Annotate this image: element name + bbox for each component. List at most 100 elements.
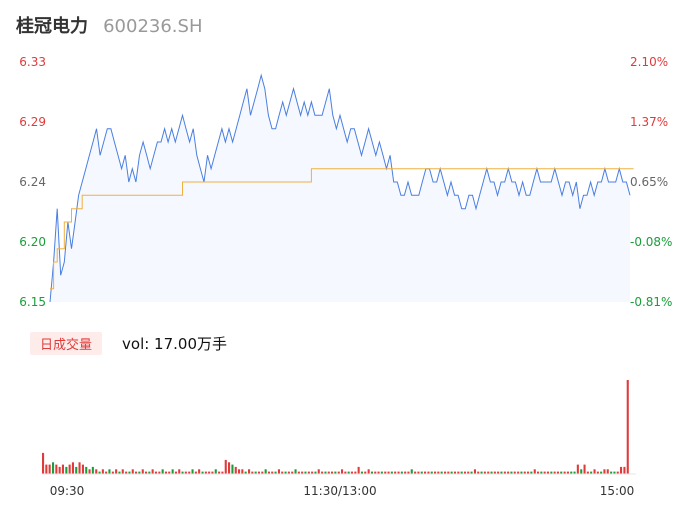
volume-bar — [52, 462, 55, 475]
volume-bar — [231, 464, 234, 474]
volume-bar — [128, 471, 131, 474]
volume-bar — [483, 471, 486, 474]
left-tick-label: 6.29 — [19, 115, 46, 129]
volume-bar — [65, 466, 68, 474]
volume-bar — [437, 471, 440, 474]
volume-bar — [513, 471, 516, 474]
volume-bar — [164, 471, 167, 474]
volume-bar — [58, 466, 61, 474]
volume-bar — [327, 471, 330, 474]
volume-bar — [188, 471, 191, 474]
volume-header: 日成交量 vol: 17.00万手 — [30, 331, 228, 355]
volume-bar — [85, 466, 88, 474]
volume-bar — [500, 471, 503, 474]
volume-bar — [284, 471, 287, 474]
volume-bar — [610, 471, 613, 474]
volume-bar — [533, 469, 536, 474]
volume-bar — [111, 471, 114, 474]
volume-bar — [311, 471, 314, 474]
volume-bar — [45, 464, 48, 474]
stock-header: 桂冠电力 600236.SH — [16, 12, 203, 40]
volume-bar — [364, 471, 367, 474]
price-area — [50, 75, 630, 302]
volume-bar — [331, 471, 334, 474]
volume-bar — [254, 471, 257, 474]
volume-bar — [91, 466, 94, 474]
volume-bar — [294, 469, 297, 474]
right-tick-label: 1.37% — [630, 115, 668, 129]
volume-bar — [251, 471, 254, 474]
volume-bar — [370, 471, 373, 474]
right-tick-label: 2.10% — [630, 55, 668, 69]
volume-bar — [410, 469, 413, 474]
volume-bar — [198, 469, 201, 474]
right-percent-axis: 2.10% 1.37% 0.65% -0.08% -0.81% — [630, 55, 672, 309]
volume-bar — [261, 471, 264, 474]
volume-bar — [228, 462, 231, 475]
volume-bar — [603, 469, 606, 474]
volume-bar — [148, 471, 151, 474]
volume-bar — [347, 471, 350, 474]
volume-bar — [590, 471, 593, 474]
volume-bar — [367, 469, 370, 474]
volume-bar — [221, 471, 224, 474]
volume-bar — [194, 471, 197, 474]
volume-bar — [360, 471, 363, 474]
volume-bar — [271, 471, 274, 474]
volume-bar — [248, 469, 251, 474]
left-tick-label: 6.15 — [19, 295, 46, 309]
volume-bar — [407, 471, 410, 474]
volume-bar — [560, 471, 563, 474]
volume-bar — [108, 469, 111, 474]
volume-bar — [141, 469, 144, 474]
volume-bar — [304, 471, 307, 474]
volume-bar — [321, 471, 324, 474]
volume-bar — [181, 471, 184, 474]
volume-bar — [620, 466, 623, 474]
volume-bar — [61, 464, 64, 474]
volume-bar — [214, 469, 217, 474]
volume-bar — [138, 471, 141, 474]
volume-panel — [42, 380, 636, 475]
volume-bar — [118, 471, 121, 474]
volume-bar — [447, 471, 450, 474]
time-axis: 09:30 11:30/13:00 15:00 — [50, 484, 635, 498]
volume-bar — [570, 471, 573, 474]
right-tick-label: 0.65% — [630, 175, 668, 189]
right-tick-label: -0.08% — [630, 235, 672, 249]
volume-bar — [238, 469, 241, 474]
volume-bar — [350, 471, 353, 474]
volume-bar — [204, 471, 207, 474]
volume-bar — [105, 471, 108, 474]
volume-bar — [453, 471, 456, 474]
volume-bar — [281, 471, 284, 474]
volume-bar — [450, 471, 453, 474]
volume-bar — [596, 471, 599, 474]
volume-bar — [341, 469, 344, 474]
volume-bar — [42, 452, 45, 475]
volume-readout: vol: 17.00万手 — [122, 334, 228, 353]
volume-bar — [400, 471, 403, 474]
volume-bar — [264, 469, 267, 474]
volume-tab[interactable]: 日成交量 — [30, 331, 103, 355]
volume-bar — [523, 471, 526, 474]
volume-bar — [626, 380, 629, 474]
right-tick-label: -0.81% — [630, 295, 672, 309]
volume-bar — [98, 471, 101, 474]
volume-bar — [75, 466, 78, 474]
volume-bar — [374, 471, 377, 474]
volume-bar — [135, 471, 138, 474]
left-tick-label: 6.20 — [19, 235, 46, 249]
left-price-axis: 6.33 6.29 6.24 6.20 6.15 — [19, 55, 46, 309]
volume-bar — [71, 462, 74, 475]
volume-bar — [580, 469, 583, 474]
volume-bar — [473, 469, 476, 474]
volume-bar — [467, 471, 470, 474]
volume-bar — [307, 471, 310, 474]
volume-bar — [470, 471, 473, 474]
volume-bar — [208, 471, 211, 474]
volume-bar — [287, 471, 290, 474]
volume-bar — [257, 471, 260, 474]
volume-bar — [420, 471, 423, 474]
